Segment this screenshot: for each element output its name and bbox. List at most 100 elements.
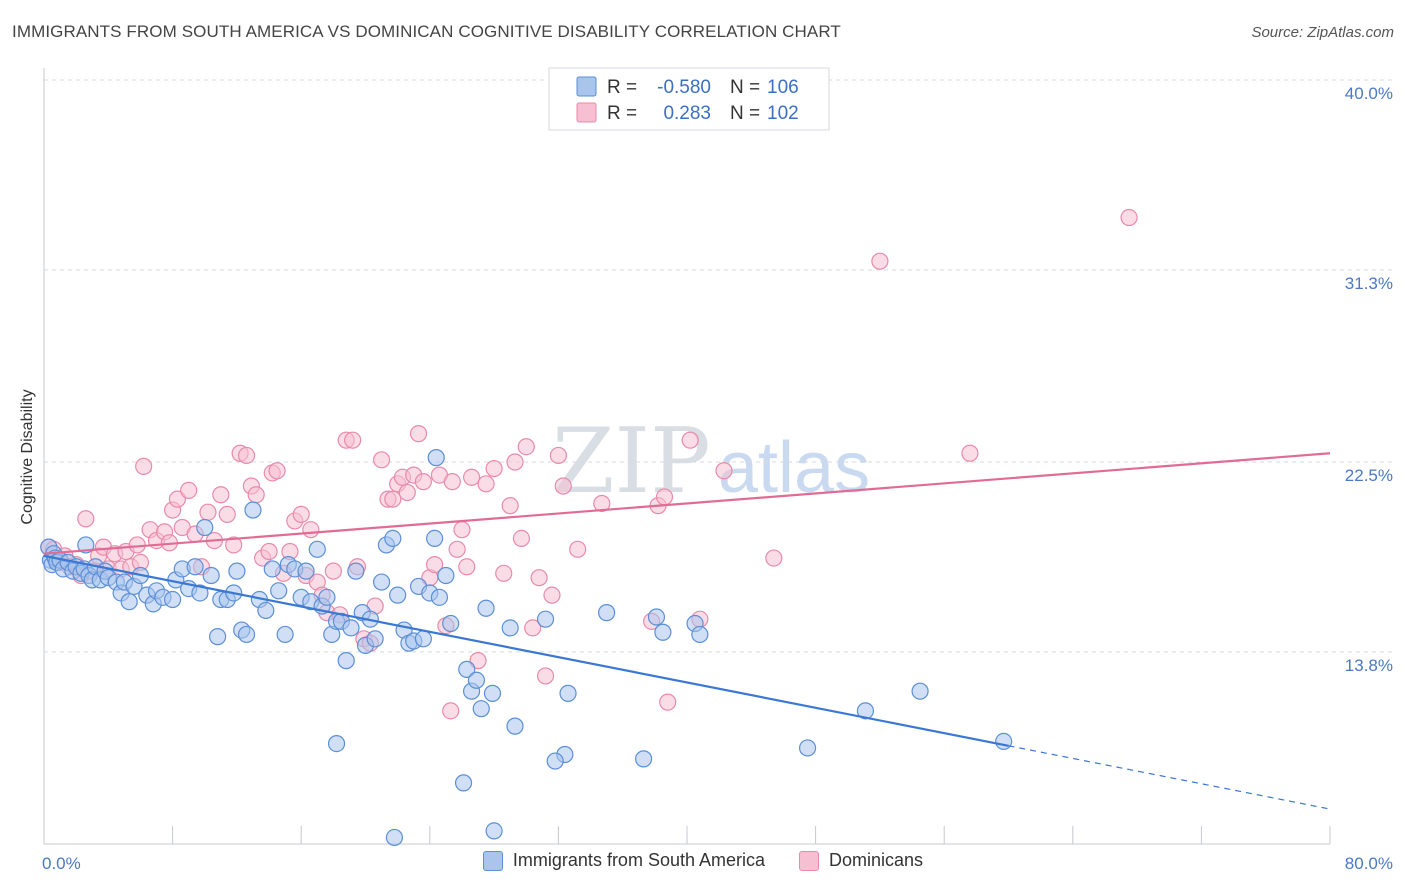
dominicans-point: [180, 481, 198, 499]
south-america-point: [77, 536, 95, 554]
south-america-point: [995, 732, 1013, 751]
south-america-point: [186, 558, 204, 576]
south-america-point: [327, 734, 346, 753]
dominicans-point: [260, 542, 278, 561]
grid-lines: [44, 79, 1392, 653]
dominicans-point: [292, 505, 310, 523]
legend-n-label-2: N =: [730, 103, 760, 124]
south-america-point: [437, 566, 455, 585]
south-america-point: [202, 566, 220, 585]
dominicans-point: [655, 488, 674, 506]
south-america-trend-line: [43, 554, 1009, 747]
dominicans-point: [409, 425, 428, 443]
dominicans-point: [458, 558, 476, 576]
legend-n-value-1: 106: [767, 77, 799, 98]
y-tick-label: 22.5%: [1345, 466, 1393, 485]
dominicans-point: [681, 431, 699, 449]
series-swatch-blue: [482, 850, 503, 871]
series-swatch-pink: [799, 850, 820, 871]
dominicans-point: [218, 505, 236, 523]
south-america-trend-extension: [1008, 745, 1331, 810]
dominicans-point: [448, 540, 466, 558]
x-tick-label-min: 0.0%: [42, 854, 81, 873]
dominicans-point: [384, 490, 402, 508]
axes: [43, 68, 1331, 845]
dominicans-point: [398, 483, 416, 502]
south-america-point: [270, 582, 288, 600]
dominicans-point: [554, 477, 572, 495]
dominicans-point: [569, 540, 587, 558]
y-tick-label: 13.8%: [1345, 656, 1393, 675]
trend-lines: [43, 452, 1331, 810]
south-america-point: [372, 573, 391, 591]
dominicans-point: [659, 693, 677, 711]
dominicans-point: [543, 586, 561, 604]
legend-n-label-1: N =: [730, 77, 760, 98]
south-america-point: [458, 660, 476, 678]
south-america-point: [501, 619, 519, 637]
dominicans-point: [77, 510, 95, 528]
dominicans-point: [247, 486, 265, 504]
south-america-point: [308, 540, 326, 558]
south-america-point: [120, 593, 138, 611]
dominicans-point: [506, 453, 524, 471]
dominicans-point: [517, 438, 535, 456]
series-legend-item-dominicans: Dominicans: [799, 850, 923, 871]
y-tick-labels: 13.8% 22.5% 31.3% 40.0%: [1345, 84, 1393, 675]
south-america-point: [647, 608, 666, 626]
south-america-point: [467, 671, 486, 689]
dominicans-point: [961, 444, 979, 462]
dominicans-trend-line: [43, 452, 1331, 555]
south-america-point: [244, 501, 262, 519]
south-america-point: [472, 700, 490, 718]
series-name-dominicans: Dominicans: [829, 850, 924, 870]
legend-r-value-1: -0.580: [657, 77, 711, 98]
south-america-point: [483, 684, 502, 702]
y-tick-label: 40.0%: [1345, 84, 1393, 103]
dominicans-point: [524, 619, 542, 637]
south-america-point: [191, 584, 209, 602]
dominicans-point: [549, 446, 568, 465]
south-america-point: [257, 601, 275, 620]
south-america-point: [426, 529, 444, 548]
series-legend: Immigrants from South America Dominicans: [0, 850, 1406, 871]
south-america-point: [559, 684, 577, 702]
dominicans-point: [442, 702, 460, 720]
dominicans-point: [443, 473, 461, 491]
legend-swatch-blue: [576, 76, 597, 97]
y-tick-label: 31.3%: [1345, 274, 1393, 293]
south-america-point: [506, 717, 524, 735]
south-america-point: [385, 828, 404, 847]
south-america-point: [911, 682, 929, 700]
dominicans-point: [495, 564, 513, 582]
south-america-point: [196, 518, 214, 537]
dominicans-point: [212, 486, 230, 504]
south-america-point: [237, 625, 256, 644]
dominicans-point: [372, 451, 391, 469]
dominicans-point: [268, 462, 286, 480]
chart-title: IMMIGRANTS FROM SOUTH AMERICA VS DOMINIC…: [12, 22, 841, 41]
south-america-point: [263, 560, 281, 578]
south-america-point: [654, 623, 672, 641]
dominicans-point: [871, 252, 889, 270]
series-legend-item-south-america: Immigrants from South America: [482, 850, 765, 871]
south-america-point: [276, 625, 294, 644]
south-america-point: [798, 739, 817, 757]
x-tick-label-max: 80.0%: [1345, 854, 1393, 873]
south-america-point: [430, 588, 449, 606]
dominicans-point: [1120, 208, 1138, 227]
dominicans-point: [765, 549, 783, 567]
legend-r-value-2: 0.283: [663, 103, 711, 124]
dominicans-point: [453, 521, 471, 539]
dominicans-point: [485, 459, 503, 478]
south-america-point: [389, 586, 407, 604]
south-america-point: [342, 619, 360, 637]
south-america-point: [414, 630, 432, 648]
south-america-point: [209, 628, 227, 646]
dominicans-point: [414, 473, 432, 491]
dominicans-point: [135, 457, 153, 475]
dominicans-point: [426, 555, 444, 574]
south-america-point: [347, 562, 365, 580]
south-america-point: [384, 529, 402, 548]
legend-n-value-2: 102: [767, 103, 799, 124]
